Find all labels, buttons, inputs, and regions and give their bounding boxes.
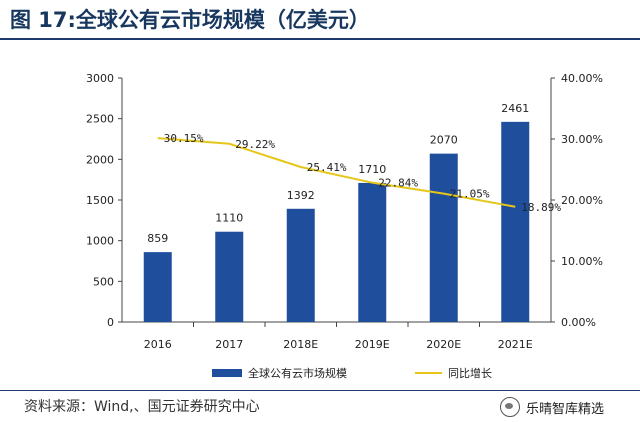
- y-right-tick-label: 10.00%: [561, 255, 603, 268]
- growth-value-label: 22.84%: [378, 177, 418, 190]
- bar-value-label: 1392: [287, 189, 315, 202]
- x-tick-label: 2020E: [426, 338, 461, 351]
- x-tick-label: 2019E: [355, 338, 390, 351]
- bar: [143, 252, 172, 322]
- y-left-tick-label: 1000: [86, 235, 114, 248]
- growth-line: [157, 137, 516, 208]
- x-tick-label: 2021E: [498, 338, 533, 351]
- footer-divider: [0, 390, 640, 391]
- bar-value-label: 1110: [215, 212, 243, 225]
- y-left-tick-label: 500: [93, 275, 114, 288]
- growth-value-label: 29.22%: [235, 138, 275, 151]
- y-right-tick-label: 0.00%: [561, 316, 596, 329]
- title-divider: [0, 38, 640, 40]
- bar-value-label: 2070: [430, 134, 458, 147]
- x-tick-label: 2016: [144, 338, 172, 351]
- growth-value-label: 21.05%: [450, 188, 490, 201]
- x-tick-label: 2018E: [283, 338, 318, 351]
- legend-bar-swatch: [212, 369, 242, 377]
- x-tick-label: 2017: [215, 338, 243, 351]
- source-note: 资料来源：Wind,、国元证券研究中心: [24, 399, 260, 415]
- bar-value-label: 859: [147, 232, 168, 245]
- bar: [429, 153, 458, 322]
- legend-bar-label: 全球公有云市场规模: [248, 366, 347, 380]
- growth-value-label: 18.89%: [521, 201, 561, 214]
- y-left-tick-label: 3000: [86, 72, 114, 85]
- legend-line-label: 同比增长: [448, 366, 492, 380]
- bar: [215, 231, 244, 322]
- bar: [358, 182, 387, 322]
- figure-title: 图 17:全球公有云市场规模（亿美元）: [10, 8, 370, 32]
- chart-canvas: 0 500 1000 1500 2000 2500 3000 0.00% 10.00% 20.00…: [86, 72, 603, 380]
- bar: [501, 121, 530, 322]
- watermark-text: 乐晴智库精选: [526, 401, 605, 417]
- y-left-tick-label: 0: [107, 316, 114, 329]
- y-left-tick-label: 2500: [86, 113, 114, 126]
- growth-value-label: 25.41%: [307, 161, 347, 174]
- bar-value-label: 1710: [358, 163, 386, 176]
- bar: [286, 208, 315, 322]
- y-left-tick-label: 2000: [86, 153, 114, 166]
- growth-value-label: 30.15%: [164, 132, 204, 145]
- y-left-tick-label: 1500: [86, 194, 114, 207]
- y-right-tick-label: 30.00%: [561, 133, 603, 146]
- wechat-icon: [500, 397, 520, 417]
- watermark: 乐晴智库精选: [500, 395, 604, 419]
- y-right-tick-label: 20.00%: [561, 194, 603, 207]
- y-right-tick-label: 40.00%: [561, 72, 603, 85]
- bar-value-label: 2461: [501, 102, 529, 115]
